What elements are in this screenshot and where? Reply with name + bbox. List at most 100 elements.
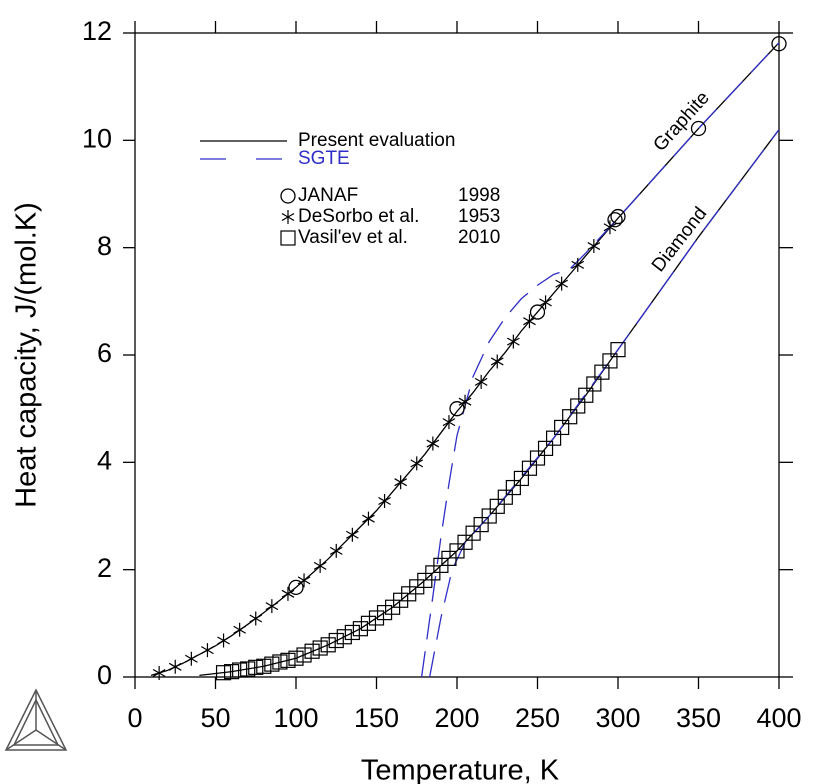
data-point xyxy=(690,120,707,137)
data-point xyxy=(168,659,182,674)
data-point xyxy=(249,611,263,626)
data-point xyxy=(313,558,327,573)
data-point xyxy=(474,374,488,389)
data-point xyxy=(272,654,288,670)
data-point xyxy=(320,637,336,653)
data-point xyxy=(329,543,343,558)
data-point xyxy=(587,239,601,254)
data-point xyxy=(248,659,264,675)
data-point xyxy=(312,640,328,656)
x-tick-label: 0 xyxy=(127,703,142,733)
x-tick-label: 350 xyxy=(676,703,721,733)
data-point xyxy=(594,364,610,380)
data-point xyxy=(281,586,295,601)
data-point xyxy=(529,304,546,320)
logo xyxy=(4,688,68,751)
data-point xyxy=(280,652,296,668)
data-point xyxy=(610,208,626,225)
data-point xyxy=(473,516,489,533)
data-point xyxy=(771,36,787,52)
data-point xyxy=(233,622,247,637)
legend-label: SGTE xyxy=(298,148,350,169)
y-tick-label: 10 xyxy=(82,123,112,153)
x-axis-title: Temperature, K xyxy=(361,755,560,784)
data-point xyxy=(152,665,166,680)
data-point xyxy=(458,394,472,409)
data-point xyxy=(607,212,623,228)
data-point xyxy=(265,599,279,614)
data-point xyxy=(368,610,385,626)
y-tick-label: 6 xyxy=(97,338,112,368)
data-point xyxy=(360,615,377,631)
data-point xyxy=(224,664,240,680)
data-point xyxy=(545,430,562,446)
data-point xyxy=(256,658,272,674)
data-point xyxy=(264,656,280,672)
data-line xyxy=(428,129,780,678)
data-line xyxy=(420,42,780,678)
data-point xyxy=(570,398,586,414)
curve-label: Diamond xyxy=(648,203,711,276)
data-point xyxy=(394,475,408,490)
data-point xyxy=(449,543,465,559)
legend-label: Vasil'ev et al. xyxy=(298,227,408,248)
data-point xyxy=(288,579,304,596)
data-point xyxy=(232,662,248,678)
data-point xyxy=(426,436,440,451)
data-point xyxy=(336,629,352,645)
data-line xyxy=(150,42,780,677)
x-tick-label: 50 xyxy=(200,703,230,733)
data-point xyxy=(489,498,505,514)
legend-marker xyxy=(281,210,295,224)
x-tick-label: 250 xyxy=(515,703,560,733)
data-point xyxy=(457,534,473,550)
y-tick-label: 12 xyxy=(82,16,112,46)
data-point xyxy=(571,257,585,272)
data-point xyxy=(537,440,554,456)
data-point xyxy=(603,220,617,235)
data-point xyxy=(602,353,618,369)
data-point xyxy=(578,387,594,403)
data-point xyxy=(362,511,375,526)
data-point xyxy=(610,342,626,358)
data-point xyxy=(297,573,311,588)
data-point xyxy=(201,643,214,658)
data-point xyxy=(523,314,536,329)
data-point xyxy=(376,604,393,621)
legend-marker xyxy=(280,188,296,204)
data-point xyxy=(344,624,360,641)
y-tick-label: 2 xyxy=(97,553,112,583)
data-point xyxy=(296,647,312,663)
data-point xyxy=(378,493,391,508)
x-tick-label: 200 xyxy=(434,703,479,733)
data-point xyxy=(506,334,520,349)
data-point xyxy=(410,456,424,471)
data-point xyxy=(513,470,530,487)
x-tick-label: 150 xyxy=(354,703,399,733)
legend-label: Present evaluation xyxy=(298,130,455,151)
data-point xyxy=(328,632,344,649)
legend-label: DeSorbo et al. xyxy=(298,206,419,227)
data-point xyxy=(586,376,602,392)
data-point xyxy=(529,450,546,466)
data-point xyxy=(288,650,304,666)
legend-year: 2010 xyxy=(458,227,500,248)
data-point xyxy=(481,508,497,524)
data-point xyxy=(539,295,552,310)
data-point xyxy=(184,651,198,666)
data-point xyxy=(352,621,368,637)
x-tick-label: 400 xyxy=(756,703,801,733)
x-tick-label: 300 xyxy=(595,703,640,733)
data-point xyxy=(449,401,465,417)
y-axis-title: Heat capacity, J/(mol.K) xyxy=(11,202,43,508)
data-point xyxy=(240,661,256,677)
legend-year: 1953 xyxy=(458,206,500,227)
y-tick-label: 4 xyxy=(97,445,112,475)
data-point xyxy=(215,665,232,681)
y-tick-label: 8 xyxy=(97,231,112,261)
data-point xyxy=(505,479,521,496)
data-point xyxy=(554,419,570,436)
legend-label: JANAF xyxy=(298,185,358,206)
data-point xyxy=(345,527,359,542)
